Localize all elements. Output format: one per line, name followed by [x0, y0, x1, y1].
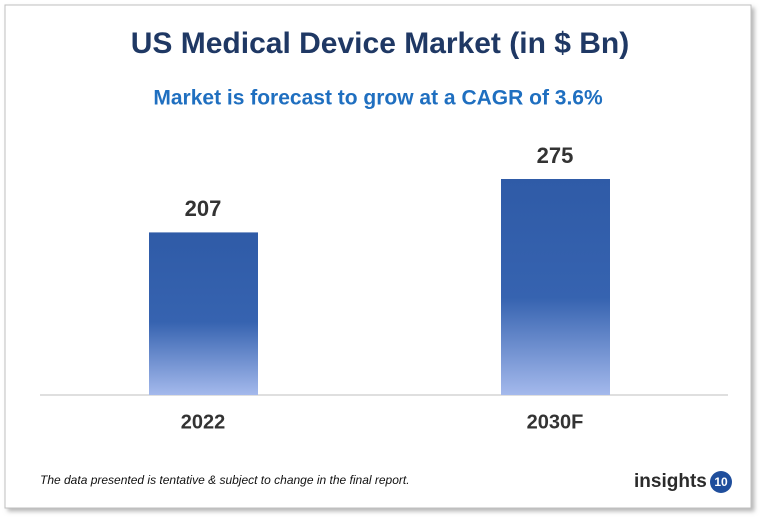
x-tick-label: 2030F	[527, 411, 584, 433]
bar	[501, 179, 610, 395]
chart-subtitle: Market is forecast to grow at a CAGR of …	[153, 87, 603, 110]
x-tick-label: 2022	[181, 411, 226, 433]
card	[4, 4, 752, 509]
bar	[149, 232, 258, 395]
value-label: 275	[537, 143, 574, 168]
logo-badge-text: 10	[714, 475, 728, 489]
footnote: The data presented is tentative & subjec…	[40, 473, 410, 487]
value-label: 207	[185, 196, 222, 221]
chart-title: US Medical Device Market (in $ Bn)	[131, 27, 630, 60]
logo-text: insights	[634, 471, 707, 492]
logo-badge	[710, 471, 732, 493]
